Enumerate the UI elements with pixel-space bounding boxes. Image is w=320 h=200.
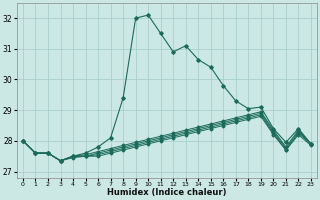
X-axis label: Humidex (Indice chaleur): Humidex (Indice chaleur) xyxy=(107,188,227,197)
